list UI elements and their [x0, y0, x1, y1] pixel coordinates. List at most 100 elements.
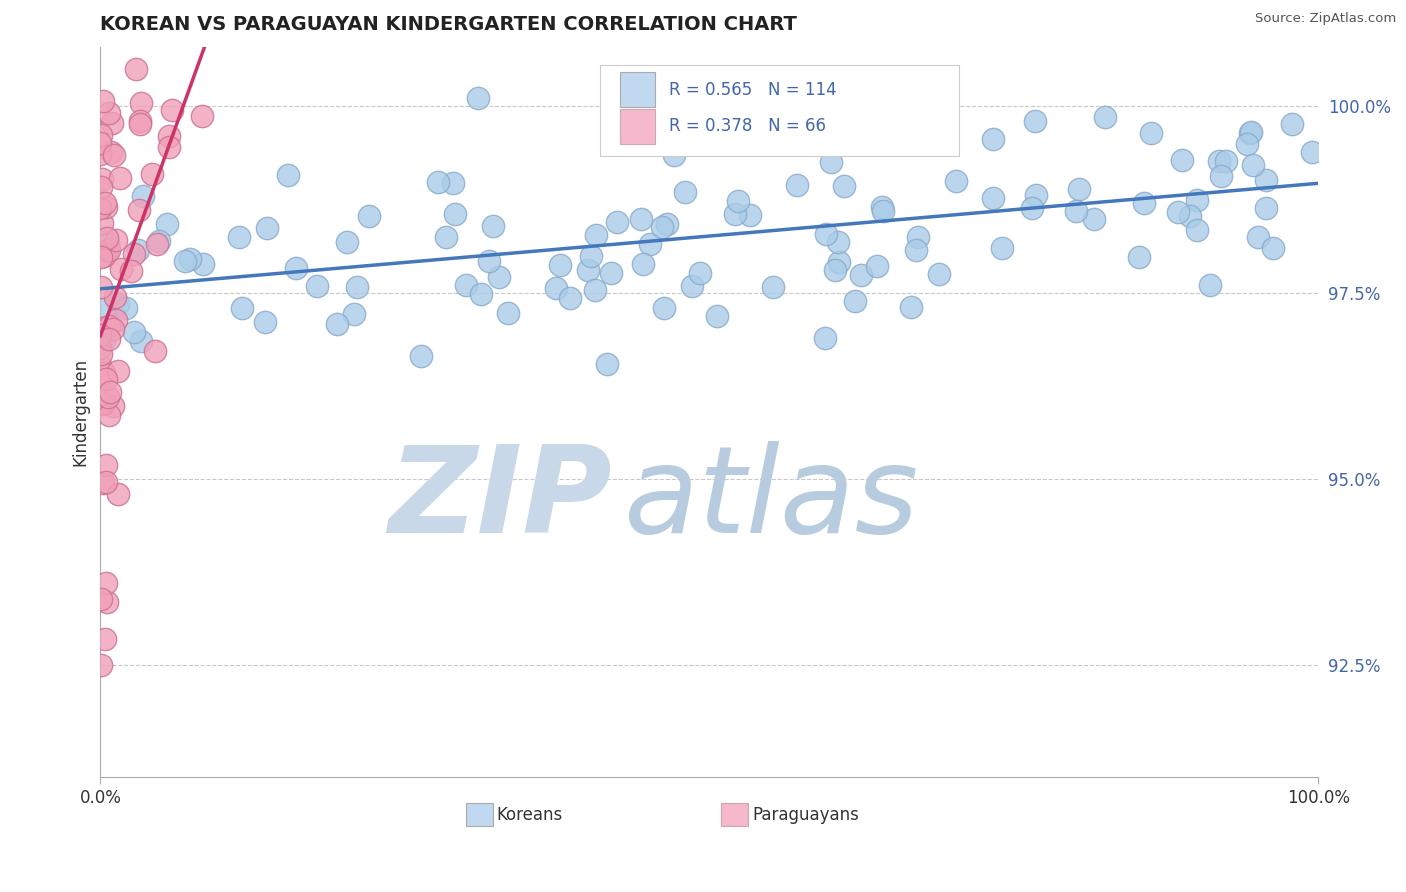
Point	[97, 319, 120, 334]
FancyBboxPatch shape	[620, 109, 655, 144]
Point	[849, 268, 872, 282]
Y-axis label: Kindergarten: Kindergarten	[72, 358, 89, 466]
Point	[129, 118, 152, 132]
Point	[97, 243, 120, 257]
FancyBboxPatch shape	[721, 803, 748, 826]
Point	[104, 290, 127, 304]
Point	[1240, 125, 1263, 139]
Point	[90, 346, 112, 360]
Point	[100, 145, 122, 159]
Point	[444, 206, 467, 220]
Point	[89, 341, 111, 355]
Point	[90, 180, 112, 194]
Point	[89, 358, 111, 372]
Point	[585, 227, 607, 242]
Point	[94, 632, 117, 647]
Point	[824, 263, 846, 277]
Point	[1256, 173, 1278, 187]
Point	[89, 395, 111, 409]
Point	[1185, 223, 1208, 237]
Point	[1025, 187, 1047, 202]
Point	[454, 277, 477, 292]
Point	[467, 91, 489, 105]
Point	[664, 148, 686, 162]
Point	[89, 327, 111, 342]
Point	[129, 96, 152, 111]
Point	[141, 167, 163, 181]
Point	[434, 230, 457, 244]
Point	[606, 215, 628, 229]
Point	[928, 268, 950, 282]
Point	[143, 343, 166, 358]
Point	[482, 219, 505, 233]
Point	[253, 315, 276, 329]
Point	[689, 266, 711, 280]
Point	[96, 595, 118, 609]
Point	[724, 207, 747, 221]
Point	[1167, 205, 1189, 219]
Point	[1261, 241, 1284, 255]
Point	[786, 178, 808, 192]
Point	[124, 325, 146, 339]
Point	[1247, 230, 1270, 244]
Text: R = 0.378   N = 66: R = 0.378 N = 66	[669, 117, 827, 136]
Point	[981, 132, 1004, 146]
Point	[179, 252, 201, 266]
Point	[1236, 136, 1258, 151]
Point	[125, 62, 148, 76]
Point	[346, 279, 368, 293]
Point	[277, 169, 299, 183]
Point	[101, 116, 124, 130]
Point	[1208, 153, 1230, 168]
Point	[596, 357, 619, 371]
Point	[651, 220, 673, 235]
Point	[832, 178, 855, 193]
Text: ZIP: ZIP	[388, 441, 612, 558]
Point	[89, 147, 111, 161]
Point	[91, 301, 114, 316]
Text: Source: ZipAtlas.com: Source: ZipAtlas.com	[1256, 12, 1396, 25]
Point	[631, 257, 654, 271]
Point	[105, 313, 128, 327]
Text: R = 0.565   N = 114: R = 0.565 N = 114	[669, 81, 837, 99]
FancyBboxPatch shape	[600, 65, 959, 156]
Point	[128, 202, 150, 217]
Point	[93, 248, 115, 262]
Point	[96, 575, 118, 590]
Point	[98, 105, 121, 120]
Point	[1301, 145, 1323, 160]
Point	[98, 409, 121, 423]
Point	[93, 366, 115, 380]
Point	[441, 176, 464, 190]
Point	[114, 301, 136, 316]
Point	[488, 270, 510, 285]
Point	[90, 128, 112, 143]
Point	[157, 128, 180, 143]
Point	[1178, 209, 1201, 223]
Point	[630, 211, 652, 226]
Point	[981, 191, 1004, 205]
Point	[89, 136, 111, 150]
Point	[1241, 158, 1264, 172]
Point	[814, 227, 837, 241]
Point	[103, 400, 125, 414]
Point	[1209, 169, 1232, 183]
Point	[681, 279, 703, 293]
Point	[96, 237, 118, 252]
Point	[1254, 201, 1277, 215]
Point	[93, 333, 115, 347]
Point	[96, 230, 118, 244]
Point	[544, 281, 567, 295]
Point	[1187, 193, 1209, 207]
Point	[820, 154, 842, 169]
Point	[470, 286, 492, 301]
Point	[827, 235, 849, 249]
Text: KOREAN VS PARAGUAYAN KINDERGARTEN CORRELATION CHART: KOREAN VS PARAGUAYAN KINDERGARTEN CORREL…	[100, 15, 797, 34]
Point	[870, 200, 893, 214]
Point	[1021, 201, 1043, 215]
Point	[600, 266, 623, 280]
Point	[91, 216, 114, 230]
Point	[110, 261, 132, 276]
Point	[579, 250, 602, 264]
Point	[96, 475, 118, 489]
